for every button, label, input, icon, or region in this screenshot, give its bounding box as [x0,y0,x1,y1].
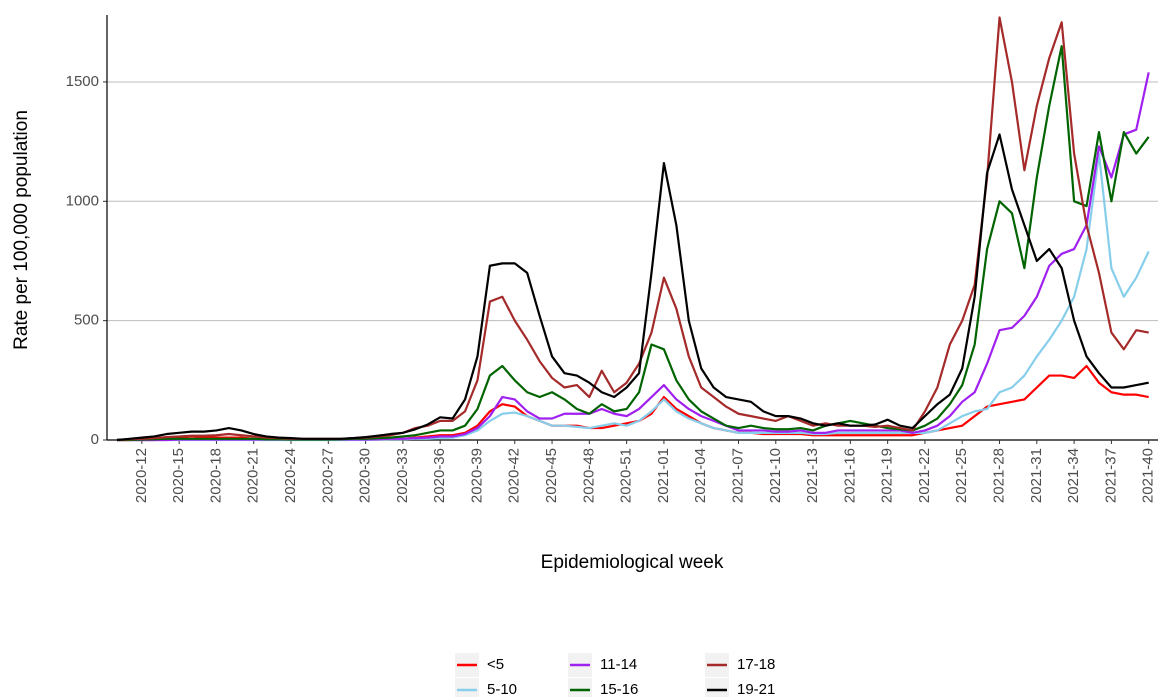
series-line [117,152,1150,442]
legend-label: 17-18 [737,656,775,673]
x-tick-label: 2021-34 [1065,448,1082,503]
x-tick-label: 2020-45 [543,448,560,503]
x-tick-label: 2021-04 [692,448,709,503]
x-tick-label: 2021-28 [990,448,1007,503]
x-axis-title: Epidemiological week [541,552,724,573]
x-tick-label: 2020-21 [245,448,262,503]
y-axis-title: Rate per 100,000 population [11,110,32,350]
x-tick-label: 2021-37 [1102,448,1119,503]
series-line [117,364,1149,442]
x-tick-label: 2021-19 [879,448,896,503]
y-tick-label: 1000 [66,192,99,209]
x-tick-label: 2020-30 [357,448,374,503]
legend-label: 15-16 [600,681,638,697]
x-tick-label: 2020-51 [618,448,635,503]
y-tick-label: 500 [74,312,99,329]
x-tick-label: 2021-13 [804,448,821,503]
x-tick-label: 2021-07 [729,448,746,503]
legend-label: 5-10 [487,681,517,697]
x-tick-label: 2020-36 [431,448,448,503]
x-tick-label: 2020-15 [170,448,187,503]
x-tick-label: 2020-24 [282,448,299,503]
x-tick-label: 2020-42 [506,448,523,503]
x-tick-label: 2020-18 [207,448,224,503]
x-tick-label: 2021-10 [767,448,784,503]
y-tick-label: 0 [91,431,99,448]
x-tick-label: 2021-25 [953,448,970,503]
legend-key [568,678,592,697]
x-tick-label: 2021-16 [841,448,858,503]
x-tick-label: 2020-27 [319,448,336,503]
x-tick-label: 2021-22 [916,448,933,503]
series-line [117,72,1150,442]
legend-key [455,678,479,697]
x-tick-label: 2020-48 [580,448,597,503]
series-line [116,133,1149,442]
x-tick-label: 2020-33 [394,448,411,503]
x-tick-label: 2021-40 [1140,448,1157,503]
legend-label: 19-21 [737,681,775,697]
legend-label: 11-14 [600,656,637,673]
x-tick-label: 2021-31 [1028,448,1045,503]
x-tick-label: 2021-01 [655,448,672,503]
y-tick-label: 1500 [66,73,99,90]
legend-key [705,678,729,697]
x-tick-label: 2020-12 [133,448,150,503]
legend-label: <5 [487,656,504,673]
x-tick-label: 2020-39 [468,448,485,503]
series-line [116,16,1149,442]
